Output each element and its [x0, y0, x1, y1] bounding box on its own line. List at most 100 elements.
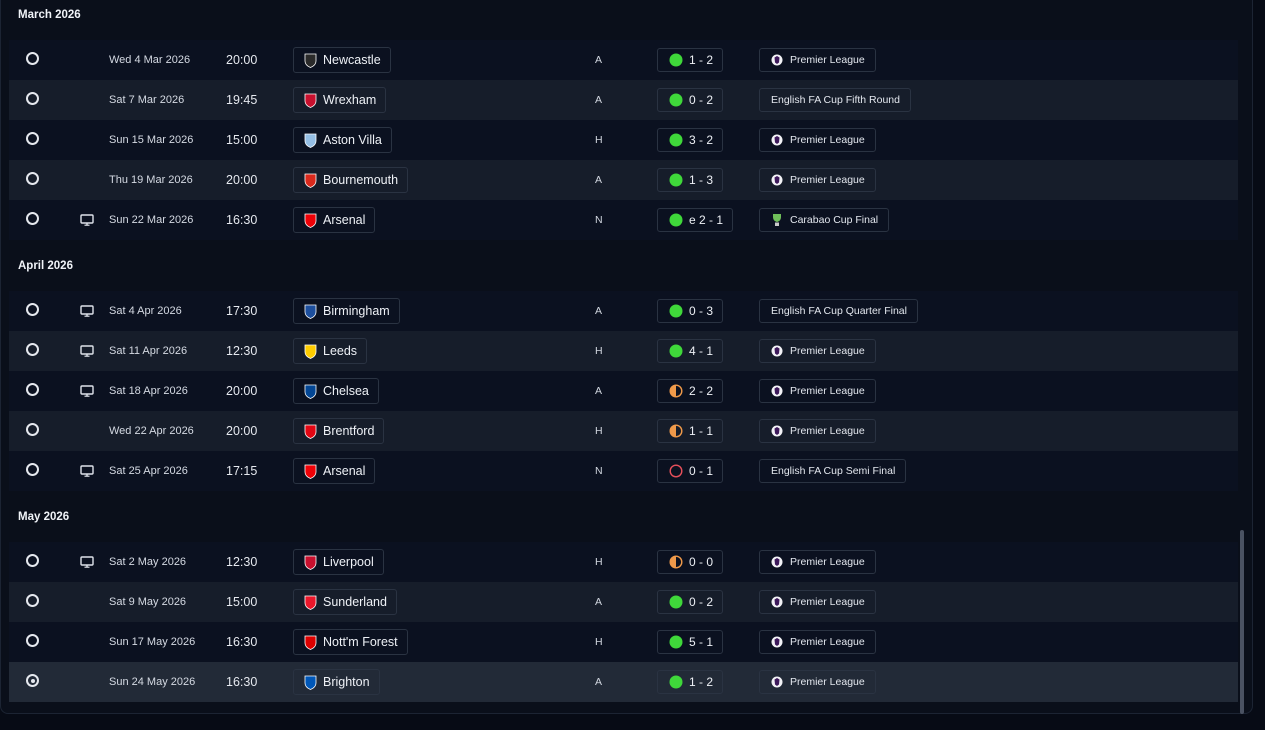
match-result-button[interactable]: 0 - 3	[657, 299, 724, 323]
competition-button[interactable]: Premier League	[759, 168, 876, 192]
premier-league-logo-icon	[771, 134, 783, 146]
fixture-venue: A	[595, 385, 603, 397]
fixture-row[interactable]: Sun 15 Mar 2026 15:00 Aston Villa H 3 - …	[9, 120, 1238, 160]
fixture-radio-button[interactable]	[26, 674, 39, 687]
fixture-row[interactable]: Sat 18 Apr 2026 20:00 Chelsea A 2 - 2 Pr…	[9, 371, 1238, 411]
match-result-button[interactable]: 0 - 2	[657, 88, 724, 112]
opponent-team-button[interactable]: Wrexham	[293, 87, 387, 113]
opponent-team-button[interactable]: Aston Villa	[293, 127, 392, 153]
premier-league-logo-icon	[771, 676, 783, 688]
fixture-date: Sat 4 Apr 2026	[109, 305, 182, 317]
competition-button[interactable]: Premier League	[759, 550, 876, 574]
match-result-button[interactable]: 2 - 2	[657, 379, 724, 403]
fixture-venue: A	[595, 305, 603, 317]
match-result-button[interactable]: 5 - 1	[657, 630, 724, 654]
competition-button[interactable]: Premier League	[759, 48, 876, 72]
fixture-row[interactable]: Sat 7 Mar 2026 19:45 Wrexham A 0 - 2 Eng…	[9, 80, 1238, 120]
match-result-button[interactable]: 4 - 1	[657, 339, 724, 363]
competition-button[interactable]: Premier League	[759, 590, 876, 614]
match-score: 1 - 2	[689, 53, 714, 67]
opponent-team-button[interactable]: Bournemouth	[293, 167, 409, 193]
opponent-name: Wrexham	[323, 93, 377, 107]
newcastle-crest-icon	[304, 53, 317, 68]
opponent-team-button[interactable]: Nott'm Forest	[293, 629, 408, 655]
fixture-time: 20:00	[226, 384, 258, 398]
fixture-radio-button[interactable]	[26, 212, 39, 225]
opponent-team-button[interactable]: Brentford	[293, 418, 385, 444]
match-result-button[interactable]: 1 - 2	[657, 48, 724, 72]
liverpool-crest-icon	[304, 555, 317, 570]
competition-name: English FA Cup Fifth Round	[771, 94, 900, 106]
opponent-team-button[interactable]: Arsenal	[293, 207, 376, 233]
match-result-button[interactable]: 0 - 0	[657, 550, 724, 574]
fixture-row[interactable]: Sun 24 May 2026 16:30 Brighton A 1 - 2 P…	[9, 662, 1238, 702]
fixture-radio-button[interactable]	[26, 172, 39, 185]
match-result-button[interactable]: 3 - 2	[657, 128, 724, 152]
carabao-cup-logo-icon	[773, 214, 781, 226]
opponent-name: Aston Villa	[323, 133, 382, 147]
opponent-team-button[interactable]: Leeds	[293, 338, 368, 364]
opponent-team-button[interactable]: Newcastle	[293, 47, 391, 73]
fixture-radio-button[interactable]	[26, 554, 39, 567]
fixture-radio-button[interactable]	[26, 423, 39, 436]
fixture-radio-button[interactable]	[26, 92, 39, 105]
opponent-team-button[interactable]: Chelsea	[293, 378, 379, 404]
fixture-radio-button[interactable]	[26, 594, 39, 607]
opponent-team-button[interactable]: Liverpool	[293, 549, 384, 575]
win-indicator-icon	[669, 173, 683, 187]
fixture-row[interactable]: Sat 9 May 2026 15:00 Sunderland A 0 - 2 …	[9, 582, 1238, 622]
win-indicator-icon	[669, 595, 683, 609]
fixture-radio-button[interactable]	[26, 383, 39, 396]
opponent-team-button[interactable]: Arsenal	[293, 458, 376, 484]
fixture-row[interactable]: Sat 2 May 2026 12:30 Liverpool H 0 - 0 P…	[9, 542, 1238, 582]
opponent-team-button[interactable]: Brighton	[293, 669, 380, 695]
fixture-date: Wed 4 Mar 2026	[109, 54, 191, 66]
fixture-row[interactable]: Sun 22 Mar 2026 16:30 Arsenal N e 2 - 1 …	[9, 200, 1238, 240]
competition-button[interactable]: Premier League	[759, 630, 876, 654]
match-result-button[interactable]: 1 - 2	[657, 670, 724, 694]
scrollbar-thumb[interactable]	[1240, 530, 1244, 714]
competition-button[interactable]: Carabao Cup Final	[759, 208, 890, 232]
opponent-team-button[interactable]: Sunderland	[293, 589, 397, 615]
competition-button[interactable]: English FA Cup Quarter Final	[759, 299, 918, 323]
fixture-row[interactable]: Thu 19 Mar 2026 20:00 Bournemouth A 1 - …	[9, 160, 1238, 200]
fixture-row[interactable]: Wed 22 Apr 2026 20:00 Brentford H 1 - 1 …	[9, 411, 1238, 451]
competition-button[interactable]: English FA Cup Semi Final	[759, 459, 907, 483]
match-result-button[interactable]: 0 - 2	[657, 590, 724, 614]
fixture-row[interactable]: Sat 25 Apr 2026 17:15 Arsenal N 0 - 1 En…	[9, 451, 1238, 491]
fixture-radio-button[interactable]	[26, 634, 39, 647]
fixture-radio-button[interactable]	[26, 463, 39, 476]
opponent-name: Brighton	[323, 675, 370, 689]
match-result-button[interactable]: 1 - 1	[657, 419, 724, 443]
competition-button[interactable]: Premier League	[759, 379, 876, 403]
sunderland-crest-icon	[304, 595, 317, 610]
fixture-radio-button[interactable]	[26, 343, 39, 356]
match-result-button[interactable]: 1 - 3	[657, 168, 724, 192]
fixture-date: Sat 7 Mar 2026	[109, 94, 185, 106]
competition-button[interactable]: Premier League	[759, 339, 876, 363]
fixture-date: Wed 22 Apr 2026	[109, 425, 194, 437]
fixture-venue: N	[595, 465, 603, 477]
competition-button[interactable]: English FA Cup Fifth Round	[759, 88, 911, 112]
competition-button[interactable]: Premier League	[759, 419, 876, 443]
fixture-radio-button[interactable]	[26, 52, 39, 65]
fixture-time: 12:30	[226, 344, 258, 358]
brighton-crest-icon	[304, 675, 317, 690]
fixture-row[interactable]: Sat 11 Apr 2026 12:30 Leeds H 4 - 1 Prem…	[9, 331, 1238, 371]
opponent-name: Bournemouth	[323, 173, 399, 187]
fixture-row[interactable]: Sun 17 May 2026 16:30 Nott'm Forest H 5 …	[9, 622, 1238, 662]
competition-button[interactable]: Premier League	[759, 128, 876, 152]
fixture-radio-button[interactable]	[26, 132, 39, 145]
fixture-row[interactable]: Sat 4 Apr 2026 17:30 Birmingham A 0 - 3 …	[9, 291, 1238, 331]
arsenal-crest-icon	[304, 464, 317, 479]
fixture-radio-button[interactable]	[26, 303, 39, 316]
competition-name: Premier League	[790, 345, 865, 357]
match-result-button[interactable]: e 2 - 1	[657, 208, 734, 232]
match-score: 5 - 1	[689, 635, 714, 649]
match-result-button[interactable]: 0 - 1	[657, 459, 724, 483]
opponent-name: Arsenal	[323, 213, 366, 227]
fixture-row[interactable]: Wed 4 Mar 2026 20:00 Newcastle A 1 - 2 P…	[9, 40, 1238, 80]
competition-button[interactable]: Premier League	[759, 670, 876, 694]
fixture-time: 17:30	[226, 304, 258, 318]
opponent-team-button[interactable]: Birmingham	[293, 298, 400, 324]
